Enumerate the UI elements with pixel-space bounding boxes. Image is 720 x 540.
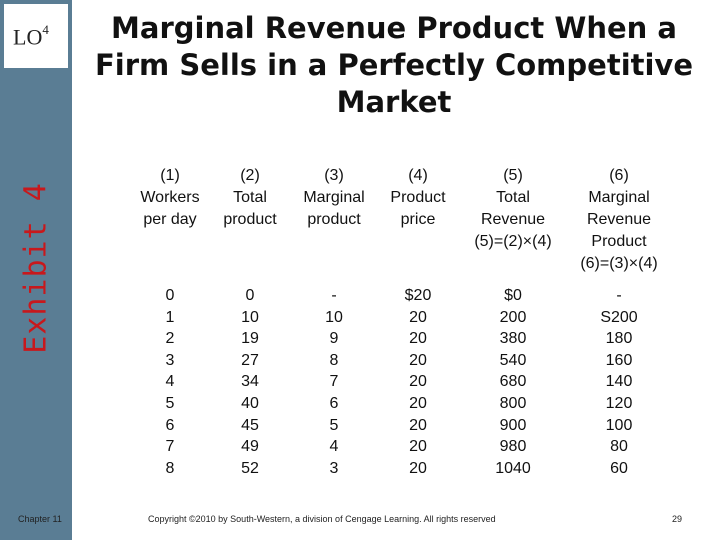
table-cell: 6 <box>165 416 175 434</box>
table-cell: 7 <box>165 438 175 456</box>
table-cell: 3 <box>165 351 175 369</box>
table-cell: 20 <box>409 394 427 412</box>
column-header-marginal-product: (3) Marginal product <box>303 167 365 228</box>
table-cell: 34 <box>241 373 259 391</box>
table-cell: 200 <box>499 308 527 326</box>
table-header-row: (1) Workers per day (2) Total product (3) Mar… <box>130 165 670 275</box>
lo-label: LO4 <box>13 22 49 50</box>
table-row: 1 10 10 20 200 S200 <box>130 307 670 329</box>
table-row: 5 40 6 20 800 120 <box>130 393 670 415</box>
revenue-table: (1) Workers per day (2) Total product (3) Mar… <box>130 165 670 479</box>
table-cell: S200 <box>600 308 638 326</box>
column-header-workers: (1) Workers per day <box>140 167 200 228</box>
table-cell: 19 <box>241 330 259 348</box>
table-cell: 7 <box>329 373 339 391</box>
table-row: 7 49 4 20 980 80 <box>130 436 670 458</box>
table-cell: 6 <box>329 394 339 412</box>
table-cell: 20 <box>409 416 427 434</box>
table-cell: 1040 <box>495 459 531 477</box>
table-cell: 1 <box>165 308 175 326</box>
table-row: 2 19 9 20 380 180 <box>130 328 670 350</box>
table-cell: $0 <box>504 287 522 304</box>
table-row: 0 0 - $20 $0 - <box>130 275 670 307</box>
table-cell: 45 <box>241 416 259 434</box>
chapter-label: Chapter 11 <box>18 514 62 524</box>
column-header-total-revenue: (5) Total Revenue (5)=(2)×(4) <box>474 167 552 250</box>
table-cell: 8 <box>165 459 175 477</box>
lo-badge: LO4 <box>4 4 68 68</box>
table-cell: 20 <box>409 373 427 391</box>
table-cell: 4 <box>165 373 175 391</box>
lo-number: 4 <box>42 22 49 37</box>
table-cell: 0 <box>165 287 175 304</box>
sidebar: LO4 Exhibit 4 <box>0 0 72 540</box>
table-cell: 680 <box>499 373 527 391</box>
table-cell: 49 <box>241 438 259 456</box>
table-row: 6 45 5 20 900 100 <box>130 415 670 437</box>
table-cell: 140 <box>605 373 633 391</box>
table-cell: 900 <box>499 416 527 434</box>
table-cell: 3 <box>329 459 339 477</box>
column-header-total-product: (2) Total product <box>223 167 277 228</box>
table-cell: 20 <box>409 351 427 369</box>
table-cell: 5 <box>329 416 339 434</box>
slide-title: Marginal Revenue Product When a Firm Sel… <box>94 11 694 119</box>
table-body: 0 0- $20 $0-1 10 10 20 200 S200 2 19 9 20 380 180 3 27 8 2… <box>130 275 670 479</box>
table-cell: 4 <box>329 438 339 456</box>
table-cell: 800 <box>499 394 527 412</box>
table-row: 4 34 7 20 680 140 <box>130 371 670 393</box>
table-cell: 120 <box>605 394 633 412</box>
table-cell: 10 <box>325 308 343 326</box>
table-cell: 60 <box>610 459 628 477</box>
table-cell: 160 <box>605 351 633 369</box>
table-cell: 380 <box>499 330 527 348</box>
exhibit-label: Exhibit 4 <box>18 182 54 354</box>
table-cell: 20 <box>409 308 427 326</box>
table-cell: 40 <box>241 394 259 412</box>
table-cell: 9 <box>329 330 339 348</box>
table-cell: 52 <box>241 459 259 477</box>
table-cell: 20 <box>409 459 427 477</box>
table-cell: 5 <box>165 394 175 412</box>
table-cell: 2 <box>165 330 175 348</box>
table-cell: 27 <box>241 351 259 369</box>
table-cell: 980 <box>499 438 527 456</box>
table-cell: - <box>616 287 622 304</box>
table-cell: 10 <box>241 308 259 326</box>
page-number: 29 <box>672 514 683 524</box>
table-cell: - <box>331 287 337 304</box>
table-cell: 20 <box>409 330 427 348</box>
table-cell: $20 <box>404 287 432 304</box>
table-row: 8 52 3 20 1040 60 <box>130 458 670 480</box>
column-header-marginal-revenue-product: (6) Marginal Revenue Product (6)=(3)×(4) <box>580 167 658 272</box>
table-cell: 100 <box>605 416 633 434</box>
column-header-product-price: (4) Product price <box>390 167 446 228</box>
table-cell: 20 <box>409 438 427 456</box>
table-cell: 180 <box>605 330 633 348</box>
table-cell: 0 <box>245 287 255 304</box>
copyright-notice: Copyright ©2010 by South-Western, a divi… <box>148 514 496 524</box>
table-cell: 80 <box>610 438 628 456</box>
table-cell: 8 <box>329 351 339 369</box>
table-row: 3 27 8 20 540 160 <box>130 350 670 372</box>
table-cell: 540 <box>499 351 527 369</box>
